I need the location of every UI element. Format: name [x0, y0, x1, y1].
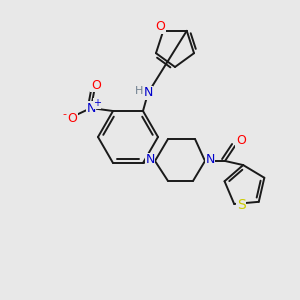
Text: -: -: [62, 109, 66, 119]
Text: +: +: [93, 98, 101, 108]
Text: N: N: [145, 154, 155, 166]
Text: O: O: [91, 79, 101, 92]
Text: N: N: [143, 86, 153, 100]
Text: O: O: [67, 112, 77, 124]
Text: N: N: [86, 101, 96, 115]
Text: H: H: [135, 86, 143, 96]
Text: O: O: [155, 20, 165, 33]
Text: S: S: [237, 198, 246, 212]
Text: O: O: [236, 134, 246, 148]
Text: N: N: [205, 154, 215, 166]
